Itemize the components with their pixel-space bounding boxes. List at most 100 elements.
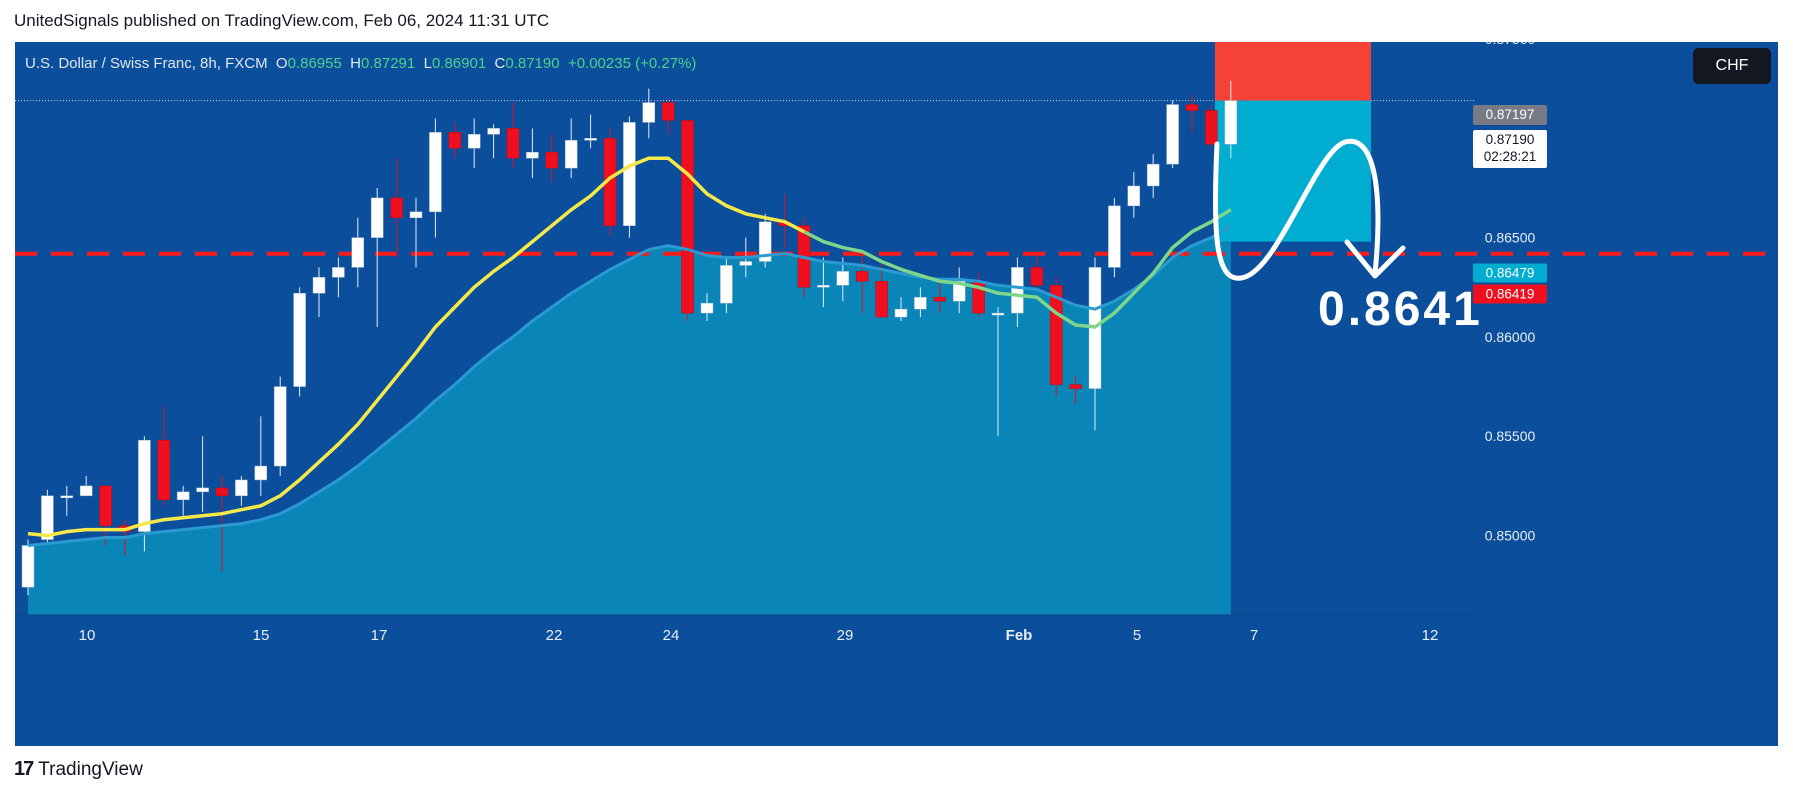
candle xyxy=(176,485,190,516)
currency-button[interactable]: CHF xyxy=(1693,48,1771,84)
candle-body xyxy=(1166,104,1179,165)
candle xyxy=(952,267,966,314)
candle-body xyxy=(720,265,733,304)
candle-body xyxy=(332,267,345,278)
candle-body xyxy=(564,140,578,169)
price-tag-high: 0.87197 xyxy=(1473,105,1547,125)
candle-body xyxy=(952,281,966,302)
candle xyxy=(1146,154,1160,198)
candle xyxy=(254,416,268,496)
candle-body xyxy=(758,221,772,262)
candle xyxy=(351,217,365,288)
candle-body xyxy=(1069,384,1082,389)
candle-body xyxy=(21,545,35,588)
legend-low: 0.86901 xyxy=(431,55,487,72)
candle xyxy=(623,116,636,238)
candle-body xyxy=(176,491,190,501)
candle xyxy=(293,287,306,397)
candle xyxy=(700,293,714,322)
tradingview-brand-text: TradingView xyxy=(38,758,143,780)
tradingview-logo-icon: 17 xyxy=(14,758,34,780)
candle-body xyxy=(293,292,306,387)
candle-body xyxy=(1030,267,1044,286)
price-tag-zone: 0.86479 xyxy=(1473,263,1547,283)
candle-body xyxy=(1011,267,1024,314)
candle-body xyxy=(836,271,850,286)
candle xyxy=(1166,100,1179,169)
x-tick-label: 22 xyxy=(546,627,563,644)
candle xyxy=(584,114,597,149)
candle xyxy=(370,187,384,327)
x-tick-label: 24 xyxy=(663,627,680,644)
candle xyxy=(642,88,656,139)
candle xyxy=(545,134,559,183)
projection-curve xyxy=(1212,138,1381,281)
y-tick-label: 0.86500 xyxy=(1485,230,1536,246)
candle xyxy=(1108,197,1121,278)
x-tick-label: 12 xyxy=(1422,627,1439,644)
candle-body xyxy=(390,197,403,219)
candle xyxy=(196,436,209,512)
legend-exchange: FXCM xyxy=(225,55,268,72)
price-tag-close-bg xyxy=(1473,130,1547,168)
candle-body xyxy=(157,439,171,501)
candle xyxy=(933,277,947,314)
price-tag-support-text: 0.86419 xyxy=(1486,287,1535,302)
legend-high: 0.87291 xyxy=(361,55,416,72)
x-tick-label: Feb xyxy=(1006,627,1033,644)
tradingview-branding[interactable]: 17 TradingView xyxy=(14,758,143,781)
candlestick-chart[interactable]: 0.8641 10 15 17 22 24 29 Feb 5 7 12 0.85000 0.85500… xyxy=(15,42,1778,746)
candle-body xyxy=(138,439,151,532)
price-tag-high-text: 0.87197 xyxy=(1486,107,1535,122)
candle-body xyxy=(526,151,539,159)
candle-body xyxy=(700,302,714,314)
x-tick-label: 17 xyxy=(371,627,388,644)
candle-body xyxy=(254,465,268,481)
price-tag-close-text: 02:28:21 xyxy=(1484,149,1537,164)
candle-body xyxy=(642,102,656,123)
candle xyxy=(817,257,830,308)
candle-body xyxy=(60,495,74,499)
candle-body xyxy=(370,197,384,238)
candle xyxy=(21,539,35,596)
candle xyxy=(409,197,423,268)
candle-body xyxy=(817,285,830,288)
candle xyxy=(448,122,462,159)
chart-panel[interactable]: 0.8641 10 15 17 22 24 29 Feb 5 7 12 0.85000 0.85500… xyxy=(15,42,1778,746)
candle-body xyxy=(855,271,869,282)
x-tick-label: 10 xyxy=(79,627,96,644)
candle-body xyxy=(623,122,636,226)
candle xyxy=(273,376,287,476)
price-tag-close-text: 0.87190 xyxy=(1486,132,1535,147)
candle-body xyxy=(215,487,229,497)
candle xyxy=(429,118,442,238)
candle-body xyxy=(196,487,209,493)
legend-change: +0.00235 (+0.27%) xyxy=(567,55,697,72)
candle xyxy=(914,287,927,318)
price-tag-support-bg xyxy=(1473,284,1547,304)
candle-body xyxy=(991,312,1005,316)
price-tag-close: 0.87190 02:28:21 xyxy=(1473,130,1547,168)
candle-body xyxy=(875,281,888,318)
y-tick-label: 0.85500 xyxy=(1485,428,1536,444)
candle xyxy=(1069,376,1082,405)
legend-open: 0.86955 xyxy=(287,55,342,72)
symbol-legend: U.S. Dollar / Swiss Franc, 8h, FXCM O0.8… xyxy=(25,55,697,72)
candle-body xyxy=(273,386,287,467)
y-tick-label: 0.87500 xyxy=(1485,42,1536,47)
legend-high-label: H xyxy=(350,55,362,72)
candle-body xyxy=(429,132,442,213)
legend-low-label: L xyxy=(423,55,432,72)
ema-fast-line xyxy=(27,156,805,538)
candle-body xyxy=(1108,205,1121,268)
candle xyxy=(1011,257,1024,327)
candle-body xyxy=(1127,185,1141,207)
candle xyxy=(312,267,326,318)
candle xyxy=(157,406,171,506)
legend-close: 0.87190 xyxy=(505,55,560,72)
candle xyxy=(1030,253,1044,292)
candle-body xyxy=(1185,104,1199,111)
price-tag-zone-text: 0.86479 xyxy=(1486,266,1535,281)
legend-symbol: U.S. Dollar / Swiss Franc xyxy=(25,55,192,72)
candle-body xyxy=(487,128,500,135)
